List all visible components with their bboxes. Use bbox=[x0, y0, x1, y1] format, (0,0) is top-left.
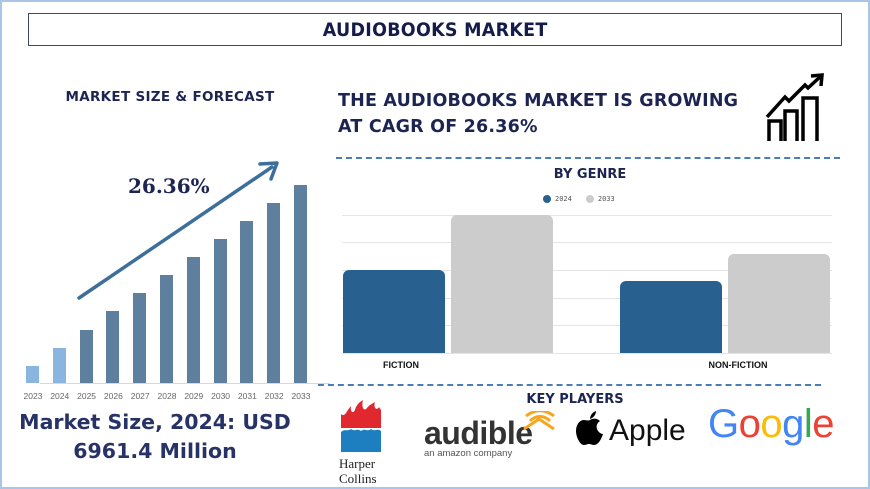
growth-arrow-icon bbox=[77, 161, 279, 300]
cagr-headline: THE AUDIOBOOKS MARKET IS GROWING AT CAGR… bbox=[338, 88, 738, 140]
bar-2028 bbox=[160, 275, 173, 383]
divider-top bbox=[336, 157, 840, 159]
bar-2027 bbox=[133, 293, 147, 383]
gridline bbox=[342, 215, 832, 216]
audible-wordmark: audible bbox=[424, 415, 533, 451]
gridline bbox=[342, 298, 832, 299]
google-letter-g: G bbox=[708, 402, 739, 446]
page-title: AUDIOBOOKS MARKET bbox=[322, 18, 548, 41]
bar-2032 bbox=[267, 203, 281, 383]
x-tick-label: 2029 bbox=[184, 391, 204, 401]
harpercollins-line-2: Collins bbox=[339, 471, 377, 486]
headline-line-1: THE AUDIOBOOKS MARKET IS GROWING bbox=[338, 91, 739, 111]
market-size-line-2: 6961.4 Million bbox=[73, 439, 237, 463]
bar-2030 bbox=[213, 239, 227, 383]
legend-dot-2024-icon bbox=[543, 195, 551, 203]
bar-2029 bbox=[186, 257, 200, 383]
apple-logo: Apple bbox=[575, 410, 686, 446]
bar-2024 bbox=[52, 348, 66, 383]
legend-item-2033: 2033 bbox=[585, 195, 615, 203]
x-tick-label: 2024 bbox=[50, 391, 70, 401]
x-tick-label: 2026 bbox=[103, 391, 123, 401]
key-players-title: KEY PLAYERS bbox=[526, 392, 624, 407]
genre-bar-fiction-2033 bbox=[451, 215, 553, 353]
growth-chart-icon bbox=[765, 73, 824, 141]
bar-2033 bbox=[294, 185, 307, 383]
bar-2026 bbox=[106, 311, 120, 383]
title-banner: AUDIOBOOKS MARKET bbox=[28, 13, 842, 46]
bar-2031 bbox=[240, 221, 254, 383]
category-label-non-fiction: NON-FICTION bbox=[708, 360, 768, 370]
market-size-line-1: Market Size, 2024: USD bbox=[19, 410, 291, 434]
x-tick-label: 2027 bbox=[130, 391, 150, 401]
genre-bar-non-fiction-2033 bbox=[728, 254, 830, 353]
legend-dot-2033-icon bbox=[585, 195, 594, 203]
apple-icon bbox=[576, 411, 603, 445]
legend-item-2024: 2024 bbox=[543, 195, 572, 203]
genre-legend: 2024 2033 bbox=[543, 195, 615, 203]
market-size-forecast-title: MARKET SIZE & FORECAST bbox=[65, 89, 275, 105]
x-tick-label: 2033 bbox=[291, 391, 311, 401]
audible-logo: audible an amazon company bbox=[424, 411, 555, 459]
gridline bbox=[342, 353, 832, 354]
gridline bbox=[342, 242, 832, 243]
harpercollins-line-1: Harper bbox=[339, 456, 376, 471]
google-letter-o2: o bbox=[760, 402, 783, 446]
google-letter-l: l bbox=[803, 402, 813, 446]
legend-label-2033: 2033 bbox=[597, 195, 615, 203]
x-tick-label: 2030 bbox=[211, 391, 231, 401]
market-size-bar-chart: 2023 2024 2025 2026 2027 2028 2029 2030 2031 2032… bbox=[20, 150, 330, 410]
x-tick-label: 2032 bbox=[264, 391, 284, 401]
genre-bar-chart: FICTION NON-FICTION bbox=[342, 210, 832, 370]
genre-bar-non-fiction-2024 bbox=[620, 281, 722, 353]
harpercollins-flame-water-icon bbox=[341, 400, 381, 452]
google-letter-o1: o bbox=[738, 402, 761, 446]
cagr-annotation: 26.36% bbox=[128, 174, 210, 198]
google-letter-e: e bbox=[812, 402, 835, 446]
headline-line-2: AT CAGR OF 26.36% bbox=[338, 117, 538, 137]
x-tick-label: 2023 bbox=[23, 391, 43, 401]
gridline bbox=[342, 270, 832, 271]
x-tick-label: 2031 bbox=[237, 391, 257, 401]
bar-2023 bbox=[26, 366, 39, 383]
apple-wordmark: Apple bbox=[609, 414, 686, 447]
gridline bbox=[342, 325, 832, 326]
x-tick-label: 2025 bbox=[77, 391, 97, 401]
bar-2025 bbox=[79, 330, 93, 383]
genre-bar-fiction-2024 bbox=[343, 270, 445, 353]
audible-signal-icon bbox=[523, 411, 555, 431]
legend-label-2024: 2024 bbox=[555, 195, 572, 203]
x-tick-label: 2028 bbox=[157, 391, 177, 401]
market-size-summary: Market Size, 2024: USD 6961.4 Million bbox=[0, 408, 310, 466]
category-label-fiction: FICTION bbox=[383, 360, 419, 370]
genre-chart-title: BY GENRE bbox=[553, 167, 627, 182]
audible-tagline: an amazon company bbox=[424, 448, 513, 459]
divider-bottom bbox=[318, 384, 821, 386]
harpercollins-logo: Harper Collins bbox=[339, 400, 387, 486]
google-letter-g2: g bbox=[782, 402, 804, 446]
google-logo: Google bbox=[708, 402, 835, 446]
x-axis-line bbox=[40, 383, 330, 384]
